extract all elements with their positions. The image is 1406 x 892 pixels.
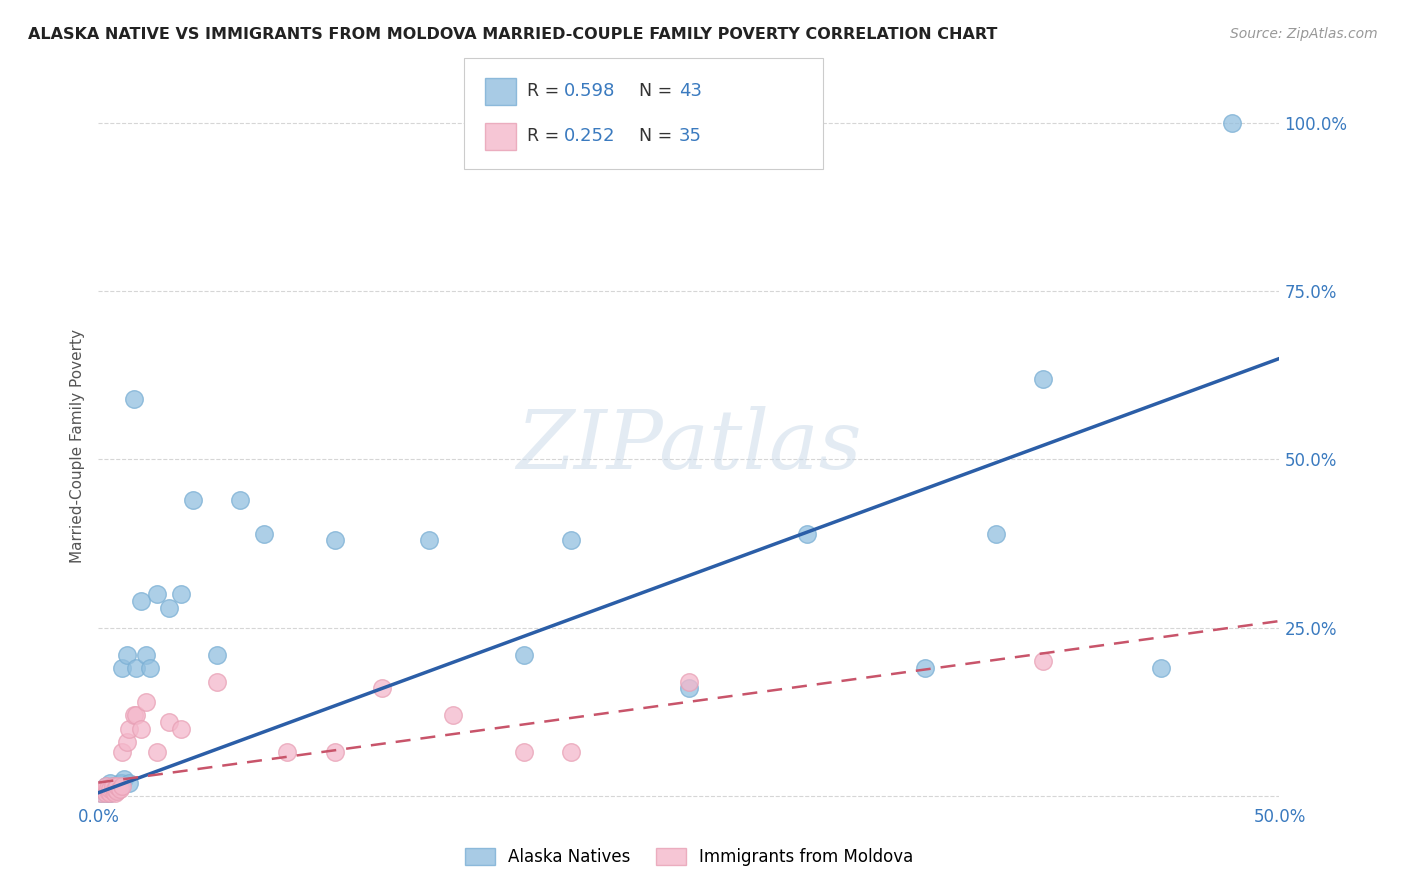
Point: [678, 681, 700, 696]
Point: [914, 661, 936, 675]
Point: [1032, 655, 1054, 669]
Text: ALASKA NATIVE VS IMMIGRANTS FROM MOLDOVA MARRIED-COUPLE FAMILY POVERTY CORRELATI: ALASKA NATIVE VS IMMIGRANTS FROM MOLDOVA…: [28, 27, 997, 42]
Point: [146, 587, 169, 601]
Text: 0.598: 0.598: [564, 82, 616, 100]
Point: [512, 745, 534, 759]
Point: [115, 735, 138, 749]
Point: [111, 661, 134, 675]
Point: [97, 783, 120, 797]
Point: [323, 745, 346, 759]
Text: R =: R =: [527, 128, 565, 145]
Point: [157, 714, 180, 729]
Point: [90, 786, 112, 800]
Text: N =: N =: [628, 128, 678, 145]
Point: [101, 782, 124, 797]
Point: [125, 708, 148, 723]
Text: 43: 43: [679, 82, 702, 100]
Point: [205, 674, 228, 689]
Point: [229, 492, 252, 507]
Point: [1220, 116, 1243, 130]
Point: [276, 745, 298, 759]
Legend: Alaska Natives, Immigrants from Moldova: Alaska Natives, Immigrants from Moldova: [458, 841, 920, 873]
Point: [111, 745, 134, 759]
Point: [512, 648, 534, 662]
Point: [108, 775, 131, 789]
Text: 35: 35: [679, 128, 702, 145]
Point: [205, 648, 228, 662]
Text: R =: R =: [527, 82, 565, 100]
Point: [118, 722, 141, 736]
Point: [105, 782, 128, 797]
Point: [115, 648, 138, 662]
Point: [101, 779, 124, 793]
Point: [91, 782, 114, 797]
Point: [560, 533, 582, 548]
Point: [90, 786, 112, 800]
Text: 0.252: 0.252: [564, 128, 616, 145]
Point: [98, 782, 121, 797]
Point: [1032, 372, 1054, 386]
Point: [441, 708, 464, 723]
Point: [94, 779, 117, 793]
Point: [139, 661, 162, 675]
Point: [371, 681, 394, 696]
Point: [112, 772, 135, 787]
Point: [253, 526, 276, 541]
Point: [91, 783, 114, 797]
Text: N =: N =: [628, 82, 678, 100]
Point: [101, 783, 124, 797]
Point: [104, 779, 127, 793]
Point: [111, 779, 134, 793]
Point: [796, 526, 818, 541]
Point: [560, 745, 582, 759]
Point: [94, 779, 117, 793]
Point: [111, 775, 134, 789]
Point: [122, 708, 145, 723]
Point: [104, 786, 127, 800]
Point: [146, 745, 169, 759]
Point: [181, 492, 204, 507]
Point: [125, 661, 148, 675]
Point: [129, 594, 152, 608]
Point: [97, 782, 120, 797]
Point: [984, 526, 1007, 541]
Point: [157, 600, 180, 615]
Point: [105, 779, 128, 793]
Point: [97, 780, 120, 795]
Point: [108, 782, 131, 797]
Point: [101, 779, 124, 793]
Text: Source: ZipAtlas.com: Source: ZipAtlas.com: [1230, 27, 1378, 41]
Point: [170, 722, 193, 736]
Point: [122, 392, 145, 406]
Point: [104, 782, 127, 797]
Point: [1150, 661, 1173, 675]
Point: [98, 786, 121, 800]
Point: [97, 783, 120, 797]
Point: [135, 648, 157, 662]
Point: [678, 674, 700, 689]
Point: [94, 786, 117, 800]
Point: [105, 783, 128, 797]
Point: [118, 775, 141, 789]
Text: ZIPatlas: ZIPatlas: [516, 406, 862, 486]
Point: [98, 786, 121, 800]
Point: [104, 783, 127, 797]
Point: [170, 587, 193, 601]
Y-axis label: Married-Couple Family Poverty: Married-Couple Family Poverty: [70, 329, 86, 563]
Point: [94, 786, 117, 800]
Point: [135, 695, 157, 709]
Point: [323, 533, 346, 548]
Point: [91, 782, 114, 797]
Point: [98, 775, 121, 789]
Point: [418, 533, 440, 548]
Point: [129, 722, 152, 736]
